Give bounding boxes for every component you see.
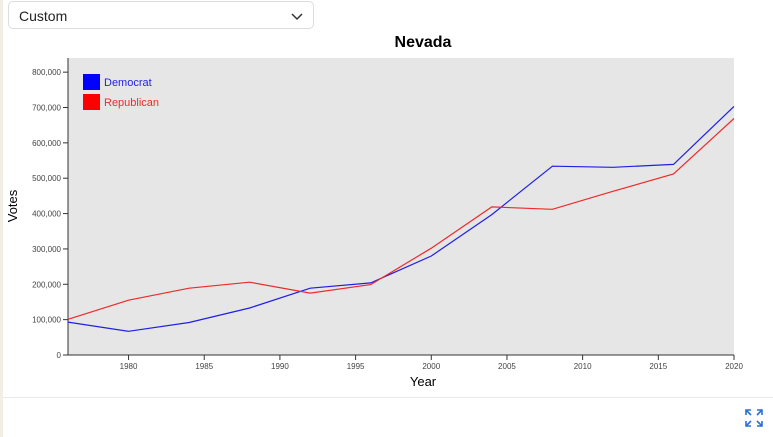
x-tick-label: 2000 <box>422 362 440 371</box>
y-axis-label: Votes <box>5 189 20 222</box>
y-tick-label: 100,000 <box>32 316 61 325</box>
legend-swatch-republican <box>83 94 100 110</box>
view-select-value: Custom <box>19 8 68 24</box>
legend-swatch-democrat <box>83 74 100 90</box>
y-tick-label: 0 <box>57 351 62 360</box>
line-chart: Nevada 0 100,000 200,000 300,000 400,000 500,0… <box>5 34 743 389</box>
y-tick-label: 500,000 <box>32 174 61 183</box>
y-tick-label: 800,000 <box>32 68 61 77</box>
view-select[interactable]: Custom <box>8 1 314 29</box>
y-tick-label: 300,000 <box>32 245 61 254</box>
x-axis-label: Year <box>410 374 437 389</box>
x-tick-label: 2005 <box>498 362 516 371</box>
footer-divider <box>3 397 773 398</box>
y-tick-label: 700,000 <box>32 104 61 113</box>
series-line-democrat <box>67 105 735 332</box>
x-tick-label: 1980 <box>120 362 138 371</box>
x-tick-label: 1995 <box>347 362 365 371</box>
legend-label-democrat: Democrat <box>104 77 152 89</box>
chart-title: Nevada <box>395 34 452 51</box>
x-tick-label: 1985 <box>195 362 213 371</box>
chevron-down-icon <box>291 13 303 21</box>
series-line-republican <box>67 118 735 320</box>
left-edge-strip <box>0 0 3 437</box>
legend-label-republican: Republican <box>104 97 159 109</box>
x-tick-label: 2020 <box>725 362 743 371</box>
y-tick-label: 600,000 <box>32 139 61 148</box>
x-tick-label: 2010 <box>574 362 592 371</box>
x-tick-label: 2015 <box>649 362 667 371</box>
plot-area <box>68 58 734 355</box>
y-tick-label: 400,000 <box>32 210 61 219</box>
expand-icon[interactable] <box>744 408 764 428</box>
y-tick-label: 200,000 <box>32 280 61 289</box>
x-tick-label: 1990 <box>271 362 289 371</box>
